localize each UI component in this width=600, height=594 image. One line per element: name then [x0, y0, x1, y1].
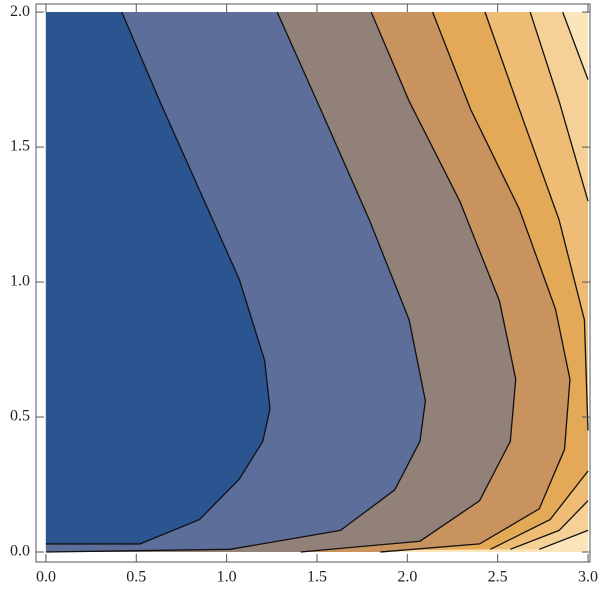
contour-line	[484, 11, 589, 550]
x-tick-label: 0.5	[126, 569, 146, 586]
y-tick-label: 1.0	[10, 273, 30, 290]
contour-line	[300, 11, 517, 553]
y-tick-label: 0.0	[10, 543, 30, 560]
x-tick-label: 1.5	[307, 569, 327, 586]
frame	[35, 3, 591, 563]
y-tick-label: 1.5	[10, 138, 30, 155]
contour-line	[45, 11, 271, 545]
y-tick-label: 2.0	[10, 3, 30, 20]
contour-line	[45, 11, 427, 553]
contour-line	[380, 11, 571, 553]
y-tick-label: 0.5	[10, 408, 30, 425]
x-tick-label: 0.0	[36, 569, 56, 586]
x-tick-label: 2.0	[397, 569, 417, 586]
contour-band	[45, 12, 270, 553]
contour-line	[510, 11, 589, 550]
x-tick-label: 3.0	[578, 569, 598, 586]
x-tick-label: 2.5	[488, 569, 508, 586]
contour-line	[538, 11, 589, 550]
x-tick-label: 1.0	[217, 569, 237, 586]
